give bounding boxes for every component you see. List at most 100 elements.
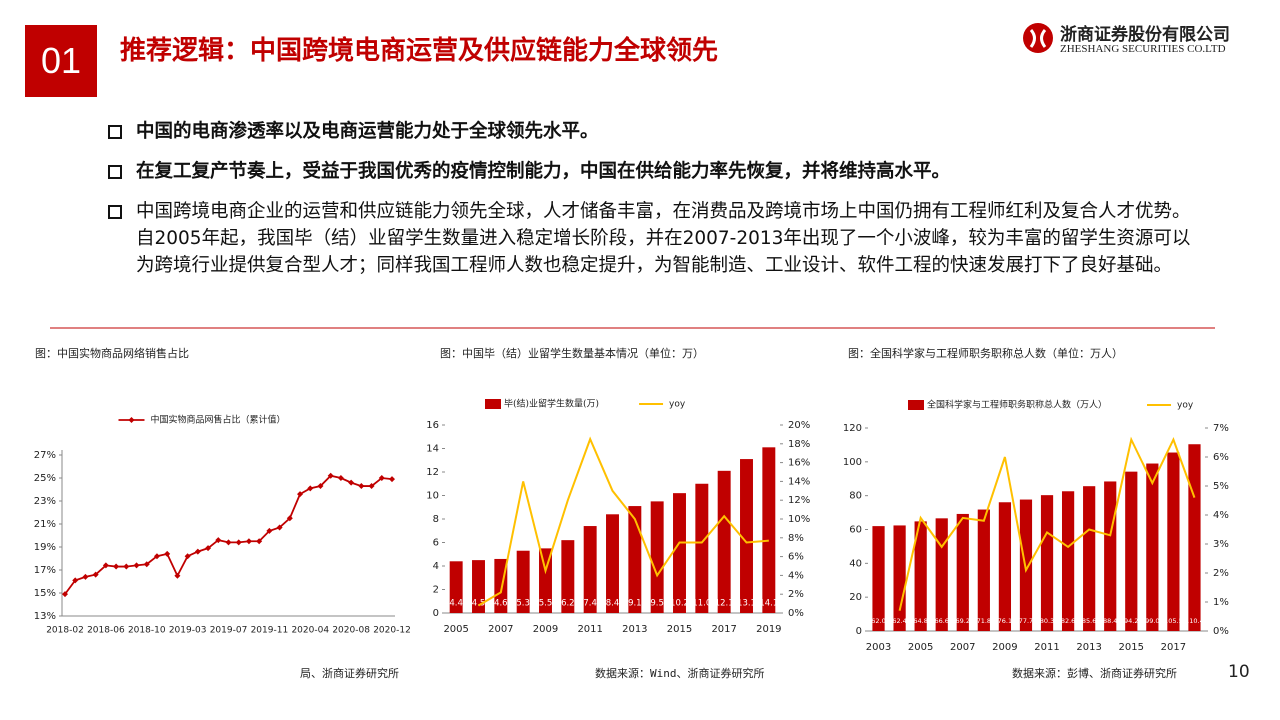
marker [113,563,120,570]
marker [225,539,232,546]
data-label: 62.0 [871,617,885,625]
marker [82,573,89,580]
x-tick-label: 2020-04 [291,626,329,636]
y-tick-label: 13% [34,611,56,622]
marker [327,472,334,479]
x-tick-label: 2011 [577,624,602,635]
marker [143,561,150,568]
bar [1061,491,1075,631]
line [64,474,393,595]
data-label: 69.2 [956,617,970,625]
y-tick-label: 80 [849,491,862,502]
bar [673,493,686,613]
bar [606,514,619,613]
y-tick-label: 19% [34,542,56,553]
marker [389,476,395,483]
bar [998,502,1012,631]
legend-label: 全国科学家与工程师职务职称总人数（万人） [927,399,1107,411]
x-tick-label: 2019-07 [210,626,248,636]
line [898,436,1196,611]
x-tick-label: 2013 [1076,642,1101,653]
marker [266,527,273,534]
marker [133,562,140,569]
x-tick-label: 2007 [950,642,975,653]
legend-label: yoy [669,400,686,410]
bar [914,521,927,631]
data-label: 5.3 [516,599,530,609]
marker [235,539,242,546]
bar [561,540,575,613]
data-label: 105.5 [1164,617,1183,625]
marker [164,550,171,557]
x-tick-label: 2015 [1119,642,1144,653]
x-tick-label: 2018-06 [87,626,125,636]
marker [337,475,344,481]
x-tick-label: 2019-11 [251,626,289,636]
bar [1188,444,1201,631]
y2-tick-label: 16% [788,458,810,469]
bar [1125,471,1138,631]
x-tick-label: 2018-10 [128,626,166,636]
marker [368,483,375,490]
logo-icon [1023,23,1053,53]
y-tick-label: 120 [843,423,862,434]
marker [92,571,99,578]
marker [123,563,130,570]
data-label: 9.1 [628,599,642,609]
y2-tick-label: 4% [788,570,804,581]
source: 数据来源：彭博、浙商证券研究所 [1012,666,1177,680]
y2-tick-label: 20% [788,420,810,431]
bar [893,525,906,631]
company-name-en: ZHESHANG SECURITIES CO.LTD [1060,43,1226,55]
y-tick-label: 25% [34,473,56,484]
chart-title: 图：中国毕（结）业留学生数量基本情况（单位：万） [440,346,704,360]
y-tick-label: 17% [34,565,56,576]
marker [256,538,263,545]
bar [695,483,709,613]
data-label: 8.4 [606,599,620,609]
legend-swatch [908,400,924,410]
x-tick-label: 2017 [711,624,736,635]
marker [378,475,385,481]
bar [762,447,776,613]
data-label: 76.1 [998,617,1012,625]
y2-tick-label: 2% [1213,568,1229,579]
data-label: 7.4 [583,599,597,609]
data-label: 14.1 [759,599,778,609]
y-tick-label: 0 [433,608,439,619]
marker [317,483,324,490]
bar [472,560,485,613]
marker [358,483,365,490]
marker [102,562,109,569]
y2-tick-label: 5% [1213,481,1229,492]
company-name: 浙商证券股份有限公司 [1060,25,1230,45]
data-label: 4.4 [449,599,463,609]
y-tick-label: 0 [856,626,862,637]
bar [1040,495,1054,631]
bar [740,459,753,613]
legend-label: 中国实物商品网售占比（累计值） [151,414,286,426]
bar [449,561,463,613]
marker [72,577,79,584]
slide-title: 推荐逻辑：中国跨境电商运营及供应链能力全球领先 [120,36,719,66]
data-label: 12.1 [715,599,734,609]
data-label: 11.0 [692,599,711,609]
x-tick-label: 2005 [443,624,468,635]
y-tick-label: 2 [433,585,439,596]
marker [184,553,191,560]
marker [194,548,201,555]
y2-tick-label: 4% [1213,510,1229,521]
y2-tick-label: 2% [788,589,804,600]
y-tick-label: 27% [34,450,56,461]
y2-tick-label: 0% [1213,626,1229,637]
chart-title: 图：中国实物商品网络销售占比 [35,346,189,360]
y-tick-label: 15% [34,588,56,599]
marker [174,572,181,579]
data-label: 5.5 [539,599,553,609]
y-tick-label: 40 [849,558,862,569]
bar [539,548,552,613]
data-label: 71.8 [977,617,991,625]
data-label: 66.6 [934,617,948,625]
y-tick-label: 100 [843,457,862,468]
